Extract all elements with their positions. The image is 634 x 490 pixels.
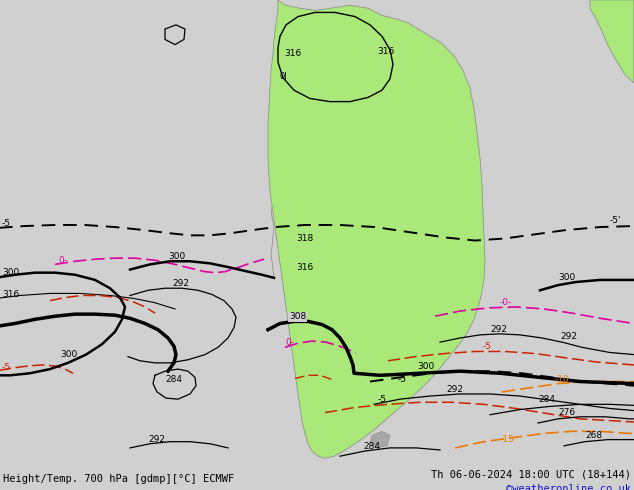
Text: -5: -5 — [2, 219, 11, 228]
Text: -5: -5 — [378, 395, 387, 404]
Text: -5': -5' — [610, 216, 621, 225]
Text: 308: 308 — [289, 312, 306, 321]
Text: 292: 292 — [172, 279, 189, 288]
Text: 276: 276 — [558, 408, 575, 416]
Text: 292: 292 — [490, 325, 507, 334]
Polygon shape — [268, 0, 485, 458]
Text: -0-: -0- — [500, 298, 512, 307]
Text: -5: -5 — [398, 374, 407, 384]
Text: ©weatheronline.co.uk: ©weatheronline.co.uk — [506, 484, 631, 490]
Text: 284: 284 — [165, 374, 182, 384]
Text: 300: 300 — [2, 268, 19, 277]
Text: 300: 300 — [168, 252, 185, 261]
Text: Th 06-06-2024 18:00 UTC (18+144): Th 06-06-2024 18:00 UTC (18+144) — [431, 470, 631, 480]
Text: 316: 316 — [284, 49, 301, 58]
Text: 316: 316 — [377, 47, 394, 56]
Text: 0|: 0| — [280, 72, 288, 81]
Text: 292: 292 — [446, 385, 463, 394]
Text: Height/Temp. 700 hPa [gdmp][°C] ECMWF: Height/Temp. 700 hPa [gdmp][°C] ECMWF — [3, 474, 234, 484]
Polygon shape — [590, 0, 634, 83]
Text: 300: 300 — [558, 273, 575, 282]
Text: 318: 318 — [296, 234, 313, 243]
Text: -10: -10 — [555, 374, 570, 384]
Text: 300: 300 — [60, 350, 77, 359]
Text: 284: 284 — [363, 442, 380, 451]
Bar — [0, 466, 634, 490]
Text: 316: 316 — [296, 263, 313, 271]
Text: -15: -15 — [500, 435, 515, 443]
Text: 284: 284 — [538, 395, 555, 404]
Text: 292: 292 — [560, 332, 577, 341]
Text: 316: 316 — [2, 290, 19, 298]
Polygon shape — [370, 431, 390, 448]
Text: 0-: 0- — [285, 338, 294, 347]
Text: 268: 268 — [585, 431, 602, 440]
Text: 292: 292 — [148, 435, 165, 443]
Text: 300: 300 — [417, 362, 434, 371]
Text: -5: -5 — [483, 343, 492, 351]
Text: -5: -5 — [2, 363, 11, 372]
Text: 0-: 0- — [58, 256, 67, 266]
